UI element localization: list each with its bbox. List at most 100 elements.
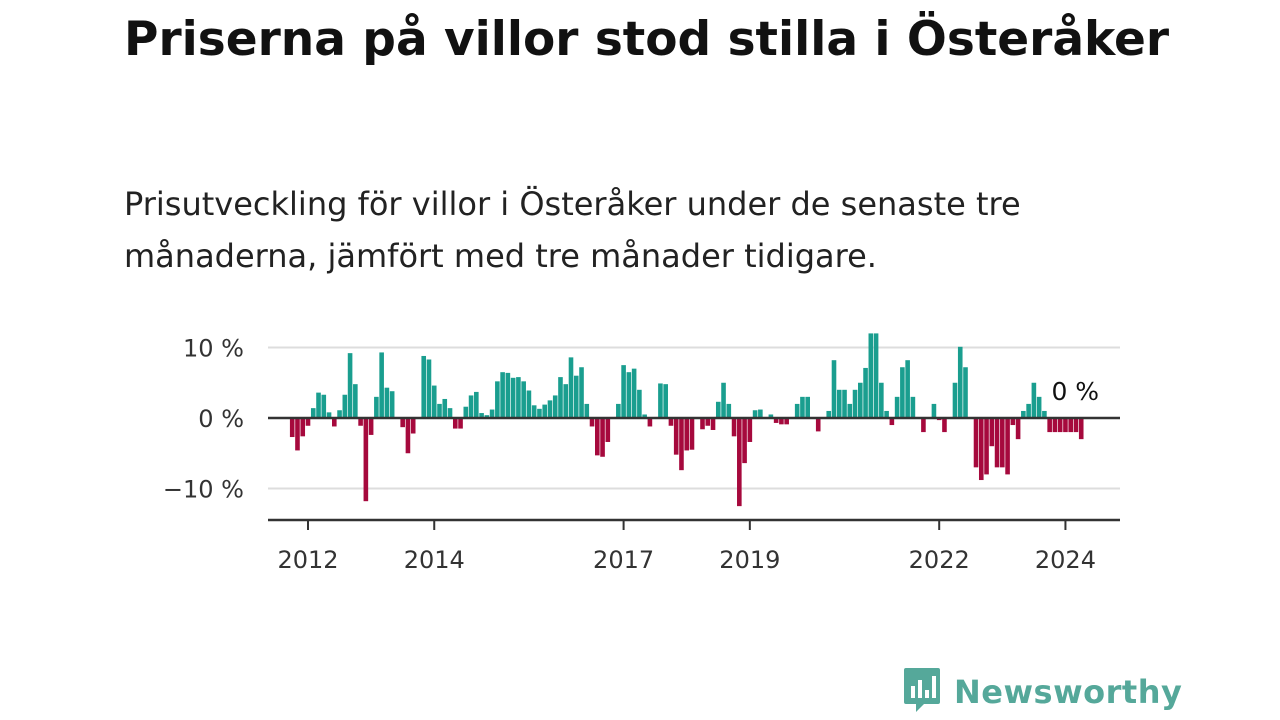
bar	[1005, 418, 1010, 475]
bar	[305, 418, 311, 426]
bar	[747, 418, 753, 442]
bar	[800, 396, 805, 418]
bar	[1026, 403, 1031, 418]
bar	[505, 372, 511, 418]
bar	[1057, 418, 1063, 433]
bar	[879, 382, 884, 418]
bar	[447, 408, 453, 418]
bar	[758, 409, 763, 418]
bar	[921, 418, 926, 433]
bar	[826, 410, 832, 418]
bar	[589, 418, 595, 427]
x-tick-label: 2012	[277, 546, 338, 574]
bar	[552, 395, 558, 418]
bar	[500, 372, 505, 418]
bar	[1036, 396, 1042, 418]
bar	[710, 418, 716, 430]
bar	[731, 418, 737, 437]
y-grid	[268, 346, 1120, 490]
chart-title: Priserna på villor stod stilla i Österåk…	[124, 12, 1170, 67]
bar	[558, 377, 563, 418]
bar	[584, 403, 590, 418]
bar	[1068, 418, 1073, 433]
bar	[579, 367, 584, 418]
y-tick-labels: 10 % 0 % −10 %	[163, 335, 244, 504]
bar	[474, 391, 479, 419]
bar	[794, 403, 800, 418]
bar	[1047, 418, 1052, 433]
bar	[1063, 418, 1068, 433]
bar	[768, 414, 774, 418]
bar	[332, 418, 337, 427]
bar	[978, 418, 984, 481]
bar	[815, 418, 821, 432]
bar	[363, 418, 369, 502]
bar	[1010, 418, 1016, 426]
bars	[289, 333, 1084, 507]
bar	[616, 403, 621, 418]
bar	[942, 418, 947, 433]
bar	[358, 418, 363, 426]
bar	[621, 365, 626, 419]
bar	[631, 368, 637, 418]
bar	[679, 418, 684, 471]
x-tick-label: 2022	[909, 546, 970, 574]
bar	[1073, 418, 1079, 433]
bar	[1052, 418, 1058, 433]
latest-value-label: 0 %	[1051, 377, 1099, 406]
bar	[910, 396, 916, 418]
chart-subtitle: Prisutveckling för villor i Österåker un…	[124, 185, 1021, 275]
bar	[1042, 410, 1047, 418]
bar	[405, 418, 411, 454]
bar	[1031, 382, 1037, 418]
bar	[637, 389, 642, 418]
bar	[289, 418, 295, 438]
y-tick-label: −10 %	[163, 476, 244, 504]
bar	[779, 418, 784, 425]
bar	[626, 372, 632, 418]
bar	[905, 360, 910, 418]
bar	[715, 401, 721, 418]
bar	[458, 418, 463, 429]
bar	[600, 418, 605, 457]
bar	[379, 352, 384, 418]
bar	[495, 381, 500, 418]
bar	[1000, 418, 1005, 468]
bar	[300, 418, 306, 437]
bar	[526, 390, 532, 418]
bar	[484, 415, 490, 418]
bar	[668, 418, 674, 426]
bar	[742, 418, 747, 464]
bar	[842, 389, 847, 418]
bar	[542, 404, 547, 418]
bar	[595, 418, 600, 456]
bar	[900, 367, 905, 418]
bar	[868, 333, 874, 418]
bar	[684, 418, 690, 451]
bar	[831, 360, 837, 418]
bar	[431, 385, 437, 418]
y-tick-label: 10 %	[183, 335, 244, 363]
bar	[310, 408, 316, 418]
bar	[347, 353, 353, 418]
y-tick-label: 0 %	[198, 405, 244, 433]
bar	[295, 418, 300, 451]
bar	[952, 382, 958, 418]
bar	[973, 418, 979, 468]
bar	[410, 418, 416, 434]
bar	[568, 357, 574, 418]
bar	[573, 375, 579, 418]
bar	[689, 418, 695, 450]
bar	[773, 418, 779, 423]
bar	[752, 410, 758, 419]
bar	[852, 389, 858, 418]
bar	[531, 405, 537, 418]
bar	[726, 403, 732, 418]
bar	[989, 418, 995, 447]
bar	[400, 418, 405, 428]
bar	[353, 384, 358, 418]
bar	[342, 394, 348, 418]
bar	[884, 410, 889, 418]
bar	[537, 408, 542, 418]
bar	[452, 418, 458, 429]
